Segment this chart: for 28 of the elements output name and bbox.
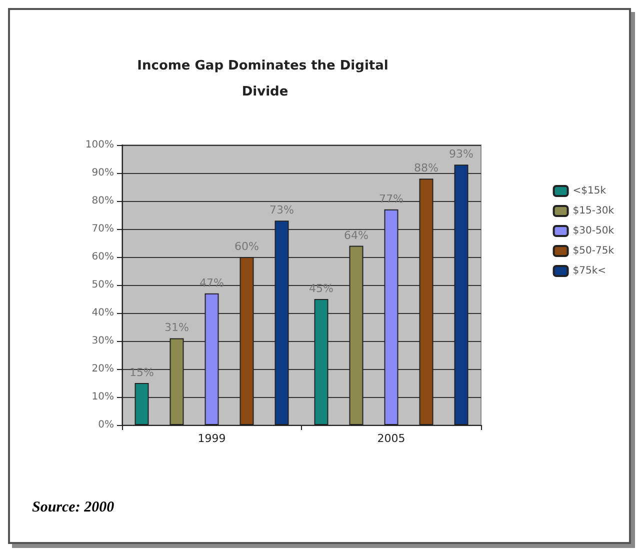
data-label: 31%: [164, 321, 189, 334]
y-tick-label: 90%: [92, 168, 114, 178]
chart-title: Income Gap Dominates the Digital Divide: [137, 58, 393, 100]
data-label: 73%: [270, 204, 294, 217]
y-tick-label: 40%: [92, 308, 114, 318]
y-tick-label: 0%: [98, 420, 114, 430]
legend-label: $50-75k: [572, 246, 614, 256]
y-tick-label: 30%: [92, 336, 114, 346]
y-tick-label: 10%: [92, 392, 114, 402]
legend-label: $15-30k: [572, 206, 614, 216]
x-tick-label: 2005: [377, 432, 406, 445]
data-label: 93%: [449, 148, 474, 161]
y-tick-label: 60%: [92, 252, 114, 262]
source-note: Source: 2000: [32, 500, 115, 516]
y-tick-label: 100%: [85, 140, 114, 150]
data-label: 45%: [309, 282, 334, 295]
data-label: 60%: [234, 240, 259, 253]
data-label: 64%: [344, 228, 368, 242]
x-tick-label: 1999: [198, 432, 226, 445]
data-label: 88%: [414, 162, 438, 175]
data-label: 15%: [130, 366, 154, 379]
legend-label: $75k<: [572, 266, 606, 276]
y-tick-label: 70%: [92, 224, 114, 234]
y-tick-label: 20%: [92, 364, 114, 374]
legend-label: <$15k: [572, 186, 606, 196]
legend-label: $30-50k: [572, 226, 614, 236]
y-tick-label: 50%: [92, 280, 114, 290]
y-tick-label: 80%: [92, 196, 114, 206]
